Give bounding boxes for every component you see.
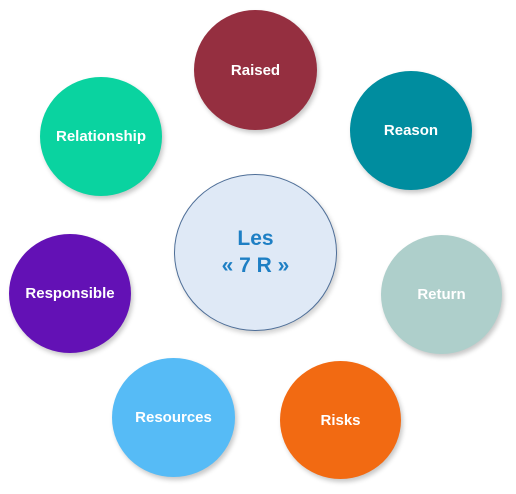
node-raised: Raised (194, 10, 317, 130)
node-responsible: Responsible (9, 234, 131, 353)
node-label-risks: Risks (320, 411, 361, 429)
node-resources: Resources (112, 358, 235, 477)
node-relationship: Relationship (40, 77, 162, 196)
node-label-raised: Raised (230, 61, 281, 79)
node-label-relationship: Relationship (55, 128, 146, 145)
node-reason: Reason (350, 71, 472, 190)
node-label-responsible: Responsible (25, 285, 115, 302)
center-title-line2: « 7 R » (221, 253, 290, 277)
node-label-return: Return (417, 286, 466, 303)
node-risks: Risks (280, 361, 401, 479)
center-title-line1: Les (237, 227, 274, 251)
node-return: Return (381, 235, 502, 354)
node-label-resources: Resources (135, 409, 212, 426)
center-circle: Les « 7 R » (174, 174, 337, 331)
node-label-reason: Reason (383, 122, 439, 139)
